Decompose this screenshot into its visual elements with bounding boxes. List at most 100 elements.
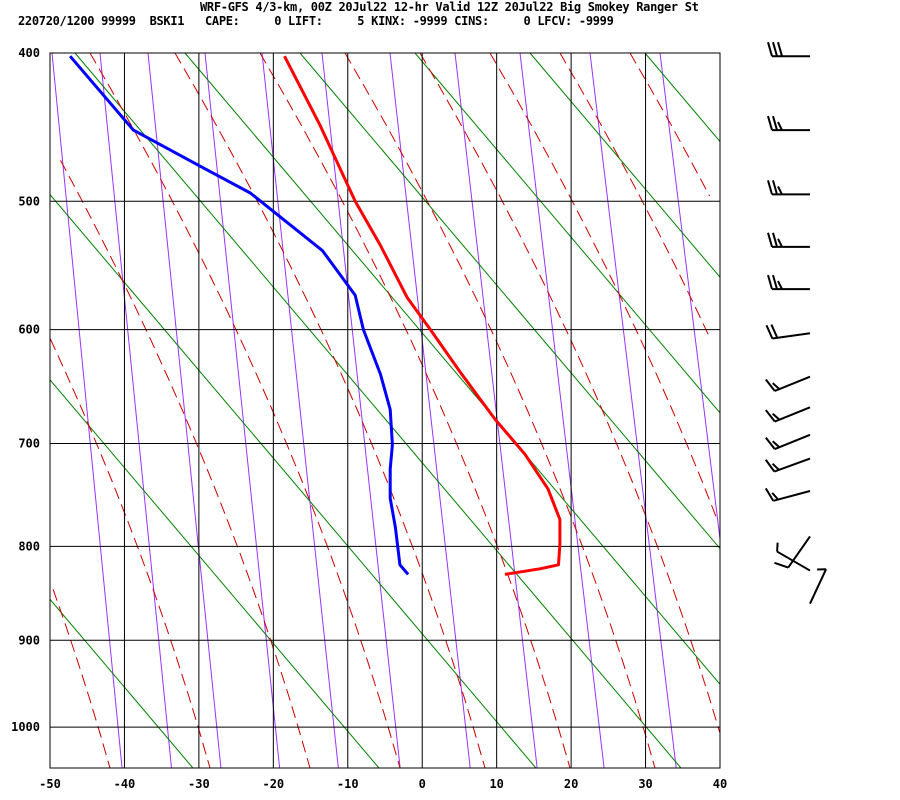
barb-full bbox=[767, 274, 773, 290]
barb-full bbox=[772, 232, 778, 248]
mixing-ratio-line bbox=[389, 53, 471, 768]
barb-half bbox=[771, 462, 780, 471]
barb-staff bbox=[773, 457, 811, 473]
x-tick-label: -50 bbox=[39, 777, 61, 791]
x-tick-label: 30 bbox=[638, 777, 652, 791]
temperature-profile-line bbox=[283, 55, 562, 576]
barb-half bbox=[777, 280, 783, 290]
wind-barb bbox=[774, 535, 811, 569]
barb-full bbox=[770, 324, 779, 339]
barb-full bbox=[767, 232, 773, 248]
moist-adiabat-line bbox=[259, 53, 571, 768]
barb-full bbox=[765, 409, 776, 423]
barb-staff bbox=[787, 535, 811, 569]
barb-full bbox=[764, 487, 775, 502]
barb-full bbox=[767, 41, 773, 57]
wind-barb bbox=[765, 406, 811, 423]
x-tick-label: -30 bbox=[188, 777, 210, 791]
y-tick-label: 700 bbox=[18, 437, 40, 451]
barb-half bbox=[772, 382, 781, 390]
wind-barb bbox=[765, 433, 811, 451]
barb-staff bbox=[772, 332, 811, 340]
y-tick-label: 400 bbox=[18, 46, 40, 60]
barb-staff bbox=[776, 550, 811, 572]
dry-adiabat-line bbox=[299, 53, 720, 549]
moist-adiabat-line bbox=[559, 53, 711, 340]
barb-full bbox=[765, 324, 774, 339]
barb-full bbox=[767, 115, 773, 131]
chart-subtitle: 220720/1200 99999 BSKI1 CAPE: 0 LIFT: 5 … bbox=[18, 14, 614, 28]
barb-staff bbox=[809, 568, 827, 605]
wind-barb bbox=[764, 457, 811, 473]
y-tick-label: 1000 bbox=[11, 720, 40, 734]
moist-adiabat-line bbox=[489, 53, 717, 518]
barb-half bbox=[776, 542, 779, 552]
grid bbox=[49, 52, 721, 769]
barb-half bbox=[772, 440, 781, 448]
wind-barb bbox=[767, 274, 810, 291]
dry-adiabat-line bbox=[184, 53, 720, 685]
barb-full bbox=[765, 378, 776, 392]
wind-barb bbox=[809, 568, 827, 605]
mixing-ratio-line bbox=[51, 53, 123, 768]
barb-full bbox=[777, 41, 783, 57]
mixing-ratio-line bbox=[321, 53, 401, 768]
moist-adiabat-line bbox=[629, 53, 711, 197]
mixing-ratio-line bbox=[99, 53, 172, 768]
barb-half bbox=[777, 185, 783, 195]
wind-barb bbox=[765, 324, 811, 340]
background-lines bbox=[50, 53, 720, 768]
barb-half bbox=[771, 492, 779, 501]
y-tick-label: 900 bbox=[18, 633, 40, 647]
barb-full bbox=[772, 274, 778, 290]
y-tick-label: 800 bbox=[18, 539, 40, 553]
moist-adiabat-line bbox=[344, 53, 656, 768]
x-tick-label: 40 bbox=[713, 777, 727, 791]
barb-full bbox=[772, 115, 778, 131]
barb-staff bbox=[774, 375, 811, 392]
dry-adiabat-line bbox=[50, 599, 194, 768]
mixing-ratio-line bbox=[519, 53, 605, 768]
barb-full bbox=[765, 437, 776, 450]
barb-staff bbox=[773, 490, 811, 502]
series bbox=[68, 55, 562, 576]
barb-full bbox=[774, 561, 789, 569]
y-tick-label: 500 bbox=[18, 194, 40, 208]
mixing-ratio-line bbox=[147, 53, 222, 768]
dry-adiabat-line bbox=[529, 53, 720, 278]
mixing-ratio-line bbox=[261, 53, 339, 768]
wind-barb bbox=[767, 232, 810, 248]
barb-full bbox=[772, 41, 778, 57]
mixing-ratio-line bbox=[454, 53, 538, 768]
barb-half bbox=[772, 413, 781, 421]
barb-half bbox=[777, 121, 783, 131]
dry-adiabat-line bbox=[50, 379, 380, 768]
mixing-ratio-line bbox=[589, 53, 677, 768]
wind-barbs bbox=[764, 41, 827, 605]
dewpoint-profile-line bbox=[68, 55, 410, 576]
moist-adiabat-line bbox=[89, 53, 401, 768]
barb-full bbox=[767, 180, 773, 195]
moist-adiabat-line bbox=[174, 53, 486, 768]
barb-staff bbox=[774, 433, 811, 451]
x-tick-label: -40 bbox=[114, 777, 136, 791]
wind-barb bbox=[776, 542, 811, 572]
mixing-ratio-line bbox=[204, 53, 281, 768]
x-tick-label: 10 bbox=[489, 777, 503, 791]
wind-barb bbox=[767, 180, 810, 196]
y-tick-label: 600 bbox=[18, 323, 40, 337]
dry-adiabat-line bbox=[414, 53, 720, 414]
wind-barb bbox=[767, 115, 810, 132]
wind-barb bbox=[764, 487, 811, 502]
dry-adiabat-line bbox=[644, 53, 720, 142]
wind-barb bbox=[767, 41, 810, 58]
wind-barb bbox=[765, 375, 811, 392]
x-tick-label: 20 bbox=[564, 777, 578, 791]
moist-adiabat-line bbox=[419, 53, 720, 733]
tick-labels: -50 -40 -30 -20 -10 0 10 20 30 40 400 500 600 700 800 9… bbox=[11, 46, 727, 791]
chart-title: WRF-GFS 4/3-km, 00Z 20Jul22 12-hr Valid … bbox=[200, 0, 699, 14]
moist-adiabat-line bbox=[60, 160, 311, 768]
x-tick-label: -20 bbox=[262, 777, 284, 791]
moist-adiabat-line bbox=[50, 338, 211, 768]
barb-staff bbox=[774, 406, 811, 423]
